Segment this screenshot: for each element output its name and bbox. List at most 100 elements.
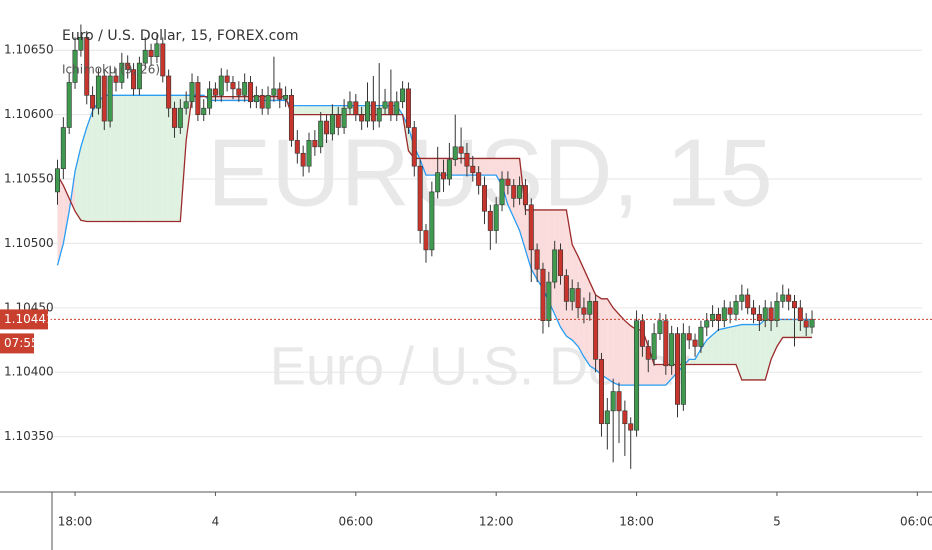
candle-body — [189, 82, 195, 103]
candle-body — [148, 49, 154, 57]
candle-body — [271, 88, 277, 96]
indicator-lines — [56, 94, 813, 386]
candle-body — [663, 320, 669, 367]
y-tick-label: 1.10500 — [4, 236, 54, 250]
cloud — [127, 95, 134, 222]
candle-body — [768, 307, 774, 322]
candle-body — [394, 101, 400, 115]
cloud — [601, 298, 608, 379]
candle-body — [84, 37, 90, 96]
candle-body — [698, 326, 704, 347]
cloud — [619, 314, 625, 386]
candle-body — [335, 114, 341, 128]
candle-body — [780, 294, 786, 302]
candle-body — [242, 82, 248, 96]
cloud — [484, 158, 491, 176]
cloud — [297, 105, 304, 115]
cloud — [735, 324, 742, 380]
cloud — [724, 327, 731, 365]
cloud — [238, 96, 245, 101]
candle-body — [587, 301, 593, 315]
candle-body — [429, 191, 435, 251]
candle-body — [628, 423, 634, 431]
candles — [54, 24, 815, 469]
countdown-label: 07:55 — [4, 336, 39, 350]
candle-body — [329, 114, 335, 135]
cloud — [700, 340, 707, 365]
candle-body — [762, 307, 768, 322]
candle-body — [72, 49, 78, 83]
cloud — [747, 324, 754, 380]
candle-body — [312, 140, 318, 148]
candle-body — [171, 107, 177, 128]
candle-body — [493, 204, 499, 231]
candle-body — [522, 185, 528, 206]
candle-body — [581, 307, 587, 315]
candle-body — [160, 43, 166, 77]
candle-body — [786, 294, 792, 302]
candle-body — [423, 230, 429, 251]
cloud — [110, 95, 116, 222]
candle-body — [452, 146, 458, 161]
x-tick-label: 4 — [212, 515, 220, 529]
cloud — [496, 158, 503, 186]
candle-body — [692, 339, 698, 347]
candle-body — [95, 75, 101, 109]
candle-body — [622, 410, 628, 425]
cloud — [215, 96, 222, 101]
candle-body — [809, 319, 815, 328]
candle-body — [441, 172, 447, 180]
cloud — [431, 158, 438, 176]
candle-body — [376, 107, 382, 122]
cloud — [232, 96, 239, 101]
candle-body — [166, 75, 172, 109]
candle-body — [113, 75, 119, 83]
cloud — [654, 364, 660, 386]
candle-body — [154, 43, 160, 57]
candle-body — [715, 313, 721, 322]
cloud — [788, 319, 795, 338]
cloud — [57, 175, 64, 266]
candle-body — [207, 88, 213, 109]
candle-body — [499, 178, 505, 206]
cloud — [86, 110, 93, 222]
cloud — [578, 256, 584, 357]
candle-body — [259, 95, 265, 109]
candle-body — [528, 204, 534, 251]
candle-body — [405, 88, 411, 128]
cloud — [583, 269, 590, 366]
candle-body — [224, 75, 230, 83]
candle-body — [563, 275, 569, 302]
candle-body — [756, 313, 762, 322]
candle-body — [604, 410, 610, 425]
cloud — [689, 359, 696, 365]
candle-body — [435, 172, 441, 193]
candle-body — [464, 152, 470, 167]
candle-body — [558, 249, 564, 276]
countdown-box — [0, 333, 34, 354]
cloud — [314, 105, 321, 115]
cloud — [730, 325, 736, 365]
candle-body — [505, 178, 511, 186]
candle-body — [183, 101, 189, 109]
cloud — [303, 105, 310, 115]
x-tick-label: 06:00 — [900, 515, 932, 529]
cloud — [92, 101, 99, 222]
cloud — [227, 96, 233, 101]
candle-body — [324, 120, 330, 135]
candle-body — [476, 172, 482, 186]
candle-body — [710, 313, 716, 322]
y-tick-label: 1.10550 — [4, 172, 54, 186]
candle-body — [359, 114, 365, 122]
candle-body — [370, 101, 376, 122]
cloud — [613, 307, 620, 386]
candle-body — [616, 391, 622, 412]
cloud — [624, 320, 631, 386]
candle-body — [131, 69, 137, 90]
candle-body — [675, 333, 681, 405]
cloud — [332, 105, 339, 115]
grid — [50, 49, 922, 438]
candle-body — [610, 391, 616, 412]
cloud — [507, 158, 514, 218]
